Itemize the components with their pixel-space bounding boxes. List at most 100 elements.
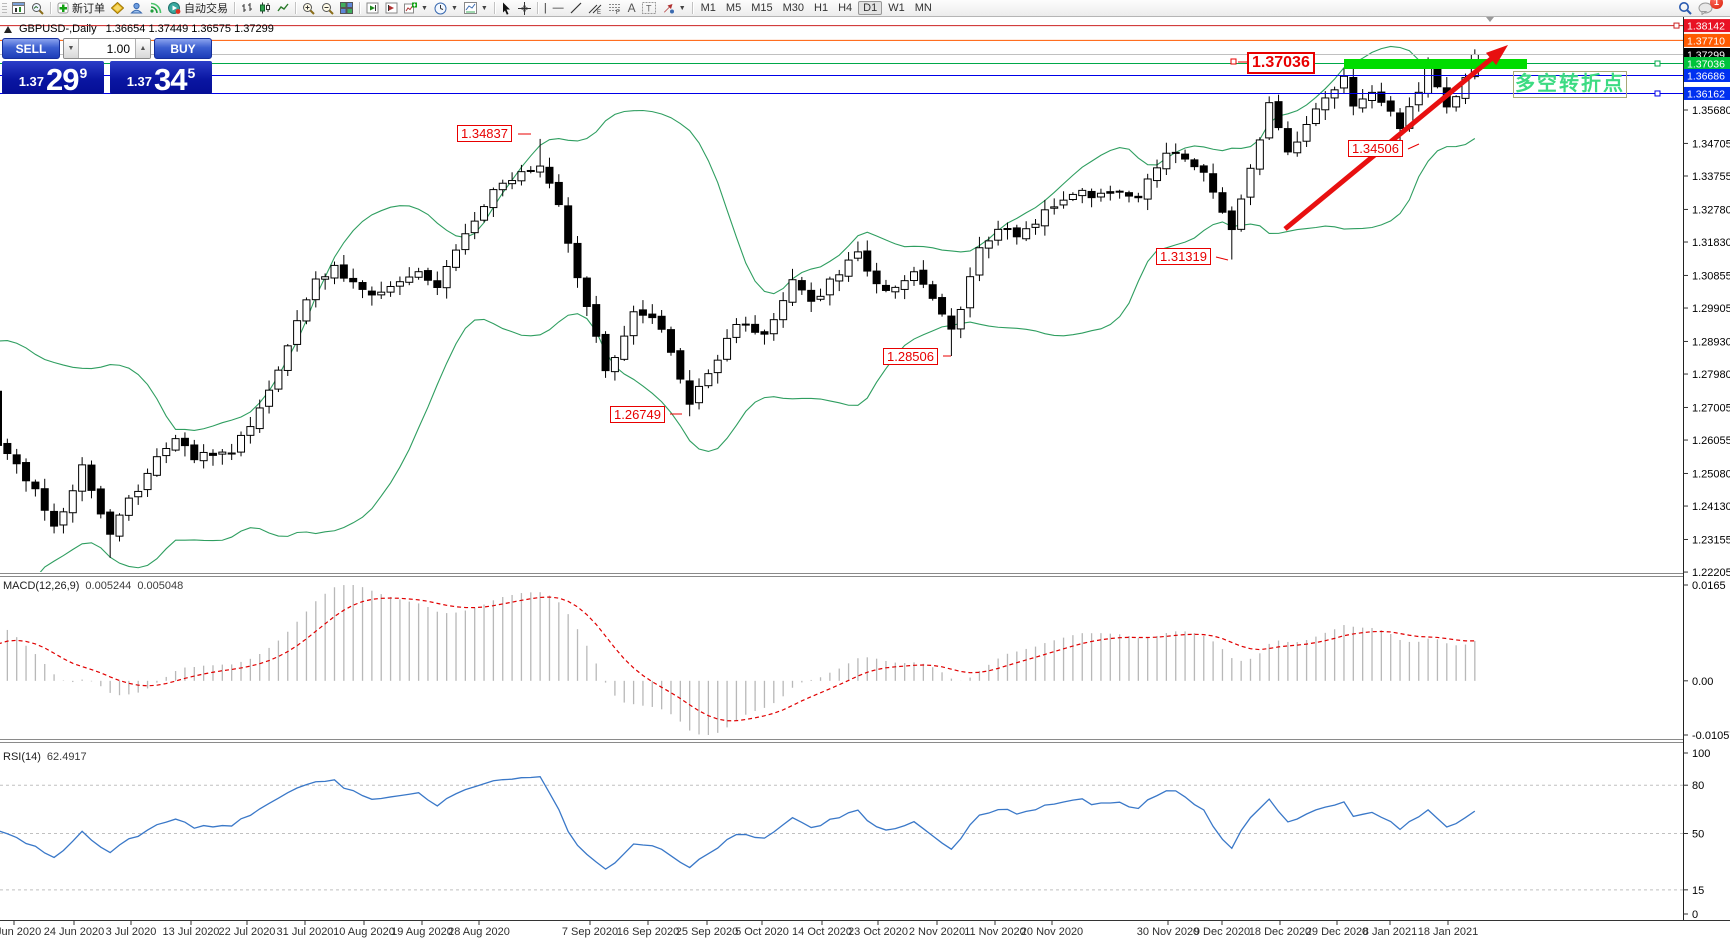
price-callout-1.37036[interactable]: 1.37036 bbox=[1247, 52, 1315, 74]
toolbar-separator bbox=[50, 2, 51, 14]
auto-scroll-button[interactable] bbox=[363, 1, 382, 15]
date-axis-label: 9 Dec 2020 bbox=[1194, 926, 1250, 938]
rsi-value: 62.4917 bbox=[46, 751, 87, 763]
text-icon: A bbox=[627, 0, 636, 15]
horizontal-line-icon: — bbox=[552, 1, 564, 14]
horizontal-line-tool-button[interactable]: — bbox=[550, 1, 567, 15]
crosshair-tool-button[interactable] bbox=[515, 1, 534, 15]
signals-button[interactable] bbox=[146, 1, 165, 15]
volume-decrease-button[interactable]: ▼ bbox=[64, 39, 79, 58]
notifications-button[interactable]: 1 bbox=[1695, 0, 1723, 15]
price-axis-tick: 1.22205 bbox=[1692, 567, 1730, 579]
templates-button[interactable]: ▼ bbox=[461, 1, 491, 15]
price-axis-tick: 1.34705 bbox=[1692, 138, 1730, 150]
search-button[interactable] bbox=[1675, 1, 1695, 15]
macd-main-value: 0.005244 bbox=[85, 580, 132, 592]
signal-waves-icon bbox=[150, 2, 162, 14]
text-label-tool-button[interactable]: T bbox=[639, 1, 659, 15]
vertical-line-tool-button[interactable]: | bbox=[541, 1, 550, 15]
svg-text:E: E bbox=[597, 10, 601, 14]
timeframe-button-M5[interactable]: M5 bbox=[725, 2, 742, 14]
date-axis-label: 19 Aug 2020 bbox=[391, 926, 453, 938]
sell-button[interactable]: SELL bbox=[2, 38, 60, 59]
price-callout-1.34837[interactable]: 1.34837 bbox=[457, 125, 512, 142]
autotrading-button[interactable]: 自动交易 bbox=[165, 1, 231, 15]
sell-price-button[interactable]: 1.37 29 9 bbox=[2, 61, 104, 95]
price-callout-1.34506[interactable]: 1.34506 bbox=[1348, 140, 1403, 157]
chart-window-icon bbox=[12, 2, 25, 14]
price-axis-tick: 1.27005 bbox=[1692, 402, 1730, 414]
chart-shift-icon bbox=[385, 2, 398, 14]
date-axis-label: 11 Nov 2020 bbox=[964, 926, 1026, 938]
price-callout-1.28506[interactable]: 1.28506 bbox=[883, 348, 938, 365]
date-axis-label: 18 Jan 2021 bbox=[1418, 926, 1479, 938]
macd-pane bbox=[0, 585, 1476, 735]
timeframe-button-H4[interactable]: H4 bbox=[838, 2, 853, 14]
price-axis-tick: 1.26055 bbox=[1692, 435, 1730, 447]
timeframe-button-W1[interactable]: W1 bbox=[888, 2, 905, 14]
text-tool-button[interactable]: A bbox=[625, 1, 639, 15]
dropdown-caret-icon: ▼ bbox=[450, 4, 458, 12]
svg-text:1.38142: 1.38142 bbox=[1687, 21, 1725, 33]
toolbar-separator bbox=[295, 2, 296, 14]
new-order-button[interactable]: 新订单 bbox=[54, 1, 108, 15]
search-icon bbox=[1679, 2, 1692, 15]
price-callout-1.26749[interactable]: 1.26749 bbox=[610, 406, 665, 423]
date-axis-label: 7 Sep 2020 bbox=[562, 926, 618, 938]
price-callout-1.31319[interactable]: 1.31319 bbox=[1156, 248, 1211, 265]
vertical-line-icon: | bbox=[543, 1, 547, 14]
chart-shift-button[interactable] bbox=[382, 1, 401, 15]
price-axis-tick: 1.33755 bbox=[1692, 171, 1730, 183]
cursor-tool-button[interactable] bbox=[498, 1, 515, 15]
annotation-cn-note[interactable]: 多空转折点 bbox=[1513, 71, 1627, 98]
indicators-button[interactable]: ▼ bbox=[401, 1, 431, 15]
price-axis-tick: 1.23155 bbox=[1692, 534, 1730, 546]
candlestick-mode-button[interactable] bbox=[256, 1, 274, 15]
buy-button[interactable]: BUY bbox=[154, 38, 212, 59]
date-axis-label: 23 Oct 2020 bbox=[848, 926, 908, 938]
timeframe-button-M30[interactable]: M30 bbox=[782, 2, 804, 14]
toolbar-grip[interactable] bbox=[2, 2, 7, 14]
autotrading-play-icon bbox=[168, 2, 181, 14]
buy-price-button[interactable]: 1.37 34 5 bbox=[110, 61, 212, 95]
date-axis-label: 5 Jun 2020 bbox=[0, 926, 41, 938]
community-button[interactable] bbox=[127, 1, 146, 15]
chart-preview-button[interactable] bbox=[28, 1, 47, 15]
channel-tool-button[interactable]: E bbox=[585, 1, 605, 15]
line-chart-mode-button[interactable] bbox=[274, 1, 292, 15]
date-axis-label: 18 Dec 2020 bbox=[1249, 926, 1311, 938]
trendline-tool-button[interactable] bbox=[567, 1, 585, 15]
zoom-out-button[interactable] bbox=[318, 1, 337, 15]
axis-price-label-1.36686 bbox=[1684, 69, 1730, 83]
macd-signal-value: 0.005048 bbox=[137, 580, 184, 592]
dropdown-caret-icon: ▼ bbox=[678, 4, 686, 12]
zoom-in-button[interactable] bbox=[299, 1, 318, 15]
rsi-indicator-label: RSI(14) 62.4917 bbox=[3, 751, 87, 763]
price-axis-tick: 1.30855 bbox=[1692, 270, 1730, 282]
magnifier-chart-icon bbox=[32, 2, 44, 15]
svg-text:T: T bbox=[646, 4, 652, 14]
timeframe-button-D1[interactable]: D1 bbox=[858, 1, 883, 15]
shapes-tool-button[interactable]: ▼ bbox=[659, 1, 689, 15]
bar-chart-mode-button[interactable] bbox=[238, 1, 256, 15]
date-axis-label: 31 Jul 2020 bbox=[277, 926, 334, 938]
price-axis-tick: 1.31830 bbox=[1692, 237, 1730, 249]
volume-input[interactable] bbox=[79, 39, 135, 58]
new-order-label: 新订单 bbox=[72, 3, 105, 15]
timeframe-button-MN[interactable]: MN bbox=[914, 2, 932, 14]
volume-stepper: ▼ ▲ bbox=[63, 38, 151, 59]
tile-windows-button[interactable] bbox=[337, 1, 356, 15]
timeframe-button-M1[interactable]: M1 bbox=[700, 2, 716, 14]
mql5-button[interactable] bbox=[108, 1, 127, 15]
gold-diamond-icon bbox=[111, 2, 124, 14]
new-chart-button[interactable] bbox=[9, 1, 28, 15]
periods-button[interactable]: ▼ bbox=[431, 1, 461, 15]
tile-windows-icon bbox=[340, 2, 353, 14]
green-highlight-box[interactable] bbox=[1344, 59, 1527, 69]
timeframe-button-M15[interactable]: M15 bbox=[751, 2, 773, 14]
timeframe-button-H1[interactable]: H1 bbox=[814, 2, 829, 14]
volume-increase-button[interactable]: ▲ bbox=[135, 39, 150, 58]
fibonacci-tool-button[interactable]: F bbox=[605, 1, 625, 15]
